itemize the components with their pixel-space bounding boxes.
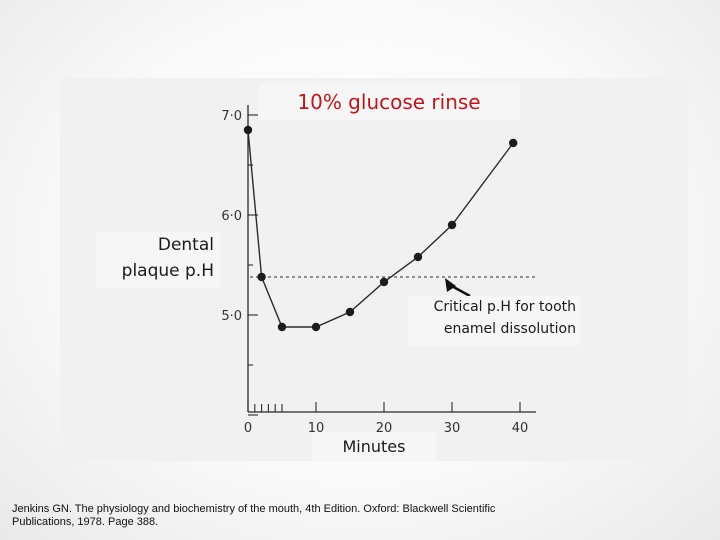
y-tick-label: 6·0 <box>221 209 242 224</box>
data-point <box>413 252 423 262</box>
x-tick-label: 30 <box>444 421 461 436</box>
citation: Jenkins GN. The physiology and biochemis… <box>12 503 652 528</box>
citation-line-2: Publications, 1978. Page 388. <box>12 515 159 528</box>
data-point <box>257 272 266 282</box>
x-tick-label: 0 <box>244 421 252 436</box>
data-point <box>509 138 518 148</box>
x-tick-label: 40 <box>512 421 529 436</box>
citation-line-1: Jenkins GN. The physiology and biochemis… <box>12 503 496 515</box>
data-point <box>345 307 355 317</box>
arrow-head <box>445 278 456 292</box>
annotation-arrow <box>445 278 471 298</box>
chart-title: 10% glucose rinse <box>258 84 520 120</box>
data-point <box>311 322 321 332</box>
y-axis-label: Dental plaque p.H <box>96 232 220 288</box>
data-point <box>277 322 287 332</box>
data-point <box>243 125 253 135</box>
chart-series <box>243 125 518 332</box>
critical-ph-annotation: Critical p.H for tooth enamel dissolutio… <box>408 296 580 346</box>
chart-ticks <box>247 114 521 416</box>
chart-axes <box>247 105 536 413</box>
y-tick-label: 7·0 <box>221 109 242 124</box>
chart-tick-labels: 7·06·05·00 10 20 30 40 <box>221 109 528 436</box>
y-tick-label: 5·0 <box>221 309 242 324</box>
annotation-line-2: enamel dissolution <box>443 321 576 337</box>
annotation-line-1: Critical p.H for tooth <box>433 299 576 315</box>
x-axis-label: Minutes <box>312 432 436 462</box>
data-point <box>447 220 457 230</box>
data-point <box>379 277 389 287</box>
